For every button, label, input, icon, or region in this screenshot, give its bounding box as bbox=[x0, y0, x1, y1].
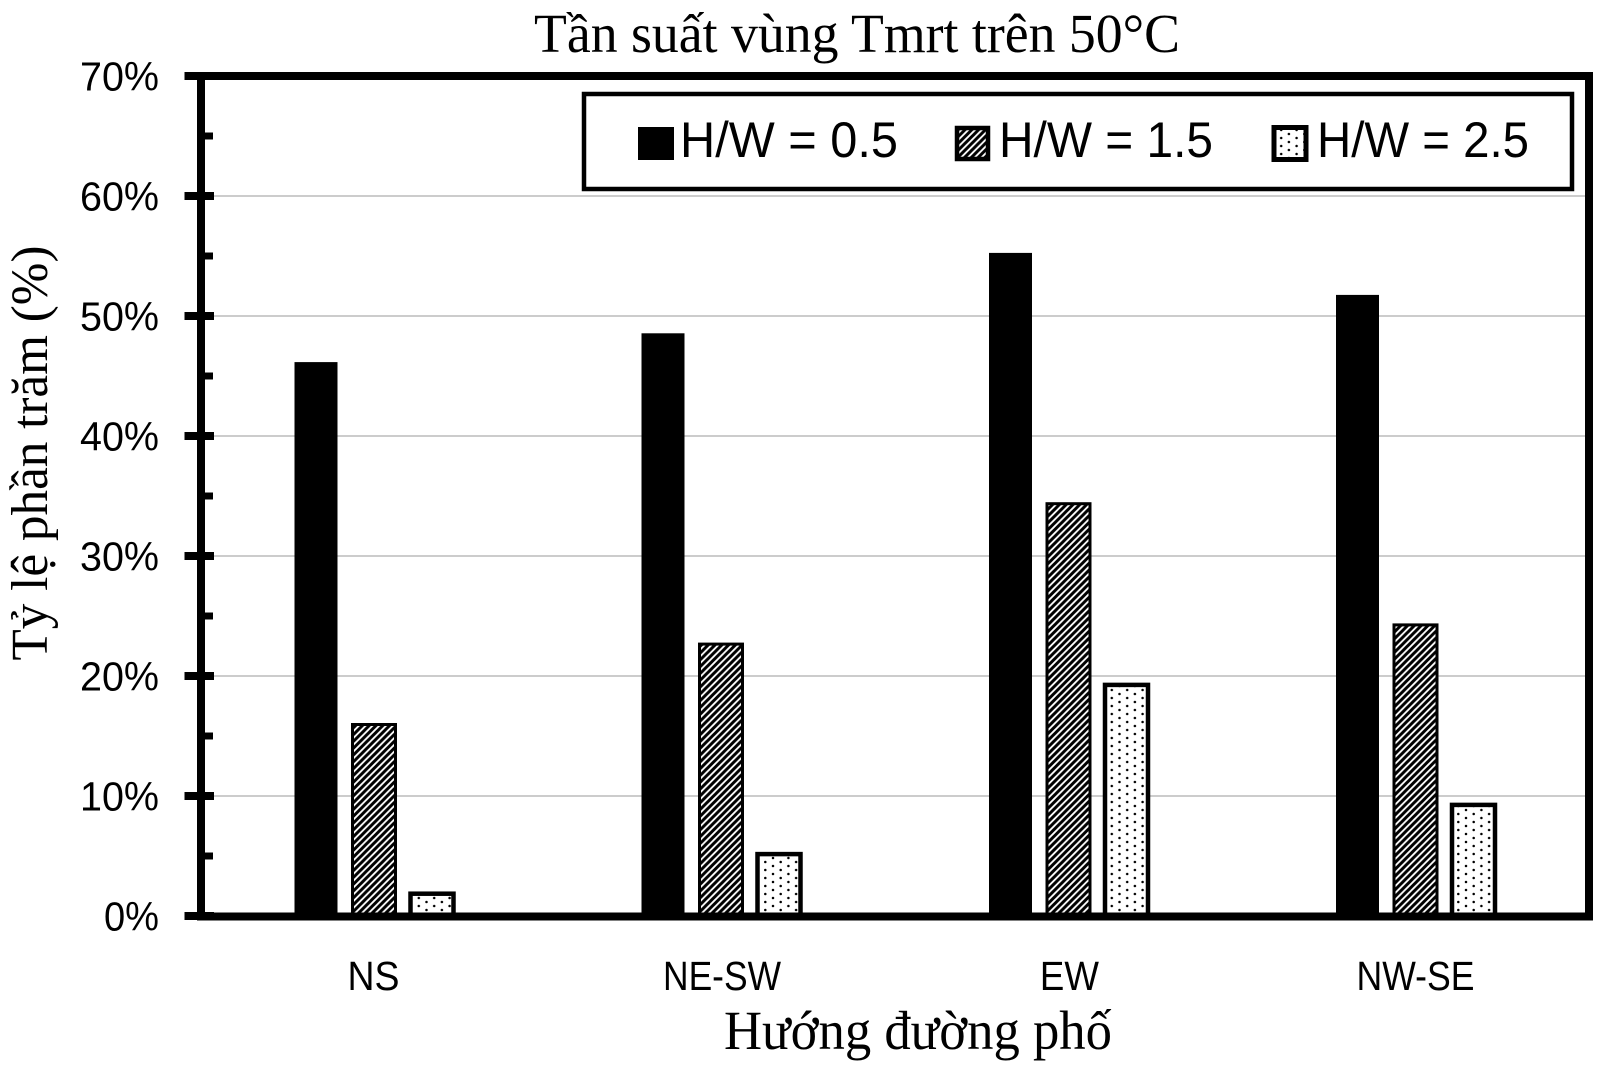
svg-text:10%: 10% bbox=[80, 773, 159, 819]
svg-text:Tỷ lệ phần trăm (%): Tỷ lệ phần trăm (%) bbox=[2, 246, 59, 661]
svg-text:EW: EW bbox=[1040, 953, 1099, 999]
svg-text:50%: 50% bbox=[80, 293, 159, 339]
svg-text:H/W = 0.5: H/W = 0.5 bbox=[680, 112, 898, 168]
svg-text:60%: 60% bbox=[80, 173, 159, 219]
svg-text:NW-SE: NW-SE bbox=[1357, 953, 1475, 999]
svg-text:Hướng đường phố: Hướng đường phố bbox=[724, 1000, 1112, 1061]
svg-text:70%: 70% bbox=[80, 53, 159, 99]
svg-text:20%: 20% bbox=[80, 653, 159, 699]
svg-text:40%: 40% bbox=[80, 413, 159, 459]
svg-text:NE-SW: NE-SW bbox=[663, 953, 781, 999]
svg-text:0%: 0% bbox=[104, 893, 159, 939]
svg-text:30%: 30% bbox=[80, 533, 159, 579]
svg-text:NS: NS bbox=[348, 953, 400, 999]
svg-text:H/W = 1.5: H/W = 1.5 bbox=[999, 112, 1213, 168]
svg-text:Tần suất vùng Tmrt trên 50°C: Tần suất vùng Tmrt trên 50°C bbox=[534, 4, 1180, 65]
svg-text:H/W = 2.5: H/W = 2.5 bbox=[1317, 112, 1529, 168]
